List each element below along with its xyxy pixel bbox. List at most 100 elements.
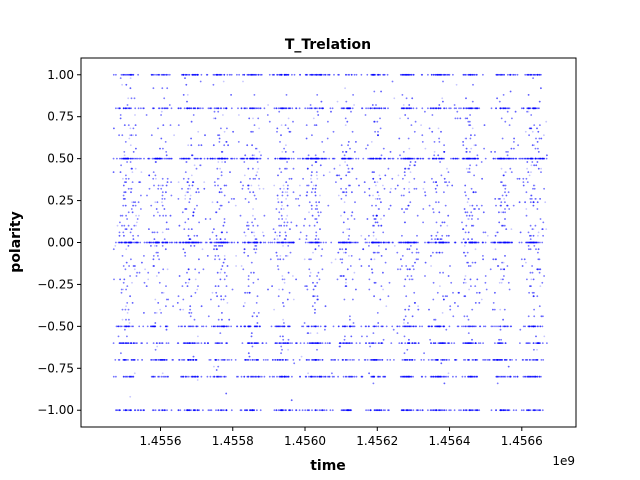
data-point xyxy=(243,231,246,234)
data-point xyxy=(371,104,374,106)
data-point xyxy=(193,318,196,321)
data-point xyxy=(122,231,125,234)
data-point xyxy=(422,208,425,210)
data-point xyxy=(349,318,351,321)
data-point xyxy=(464,211,467,214)
data-point xyxy=(368,265,370,267)
data-point xyxy=(343,191,345,194)
data-point xyxy=(530,114,533,116)
data-point xyxy=(131,181,134,184)
data-point xyxy=(503,275,505,277)
data-point xyxy=(239,181,242,184)
data-point xyxy=(292,275,294,277)
data-point xyxy=(246,221,249,224)
data-point xyxy=(153,238,156,241)
data-point xyxy=(345,285,348,287)
data-point xyxy=(214,255,217,257)
data-point xyxy=(258,177,260,180)
data-point xyxy=(184,255,187,257)
data-point xyxy=(546,154,548,157)
data-point xyxy=(157,255,159,257)
data-point xyxy=(138,181,141,184)
data-point xyxy=(526,161,529,163)
data-point xyxy=(122,288,124,291)
data-point xyxy=(315,171,318,174)
data-point xyxy=(244,154,247,157)
data-point xyxy=(494,151,496,153)
data-point xyxy=(474,191,477,194)
data-point xyxy=(286,255,289,257)
data-point xyxy=(532,164,535,167)
data-point xyxy=(541,228,544,231)
data-point xyxy=(190,144,193,147)
data-point xyxy=(124,328,126,331)
data-point xyxy=(221,312,223,314)
data-point xyxy=(254,218,256,220)
data-point xyxy=(314,302,316,304)
data-point xyxy=(466,117,469,120)
data-point xyxy=(316,295,319,298)
data-point xyxy=(281,201,283,204)
data-point xyxy=(187,234,190,237)
data-point xyxy=(282,258,285,261)
data-point xyxy=(153,184,155,187)
data-point xyxy=(214,184,217,187)
data-point xyxy=(256,161,259,163)
data-point xyxy=(402,194,405,197)
data-point xyxy=(409,164,411,167)
data-point xyxy=(539,268,542,271)
data-point xyxy=(478,208,480,210)
data-point xyxy=(317,114,320,116)
data-point xyxy=(252,281,255,284)
data-point xyxy=(528,127,531,130)
data-point xyxy=(501,224,504,227)
data-point xyxy=(203,187,206,190)
data-point xyxy=(493,308,496,311)
data-point xyxy=(316,94,319,96)
data-point xyxy=(253,194,256,197)
data-point xyxy=(316,110,319,113)
data-point xyxy=(510,147,513,150)
data-point xyxy=(465,224,468,227)
data-point xyxy=(285,181,288,184)
data-point xyxy=(410,124,413,126)
data-point xyxy=(543,275,545,277)
data-point xyxy=(351,191,353,194)
data-point xyxy=(247,285,250,287)
data-point xyxy=(278,234,281,237)
data-point xyxy=(158,258,161,261)
data-point xyxy=(463,278,466,281)
data-point xyxy=(440,130,442,133)
data-point xyxy=(253,312,256,314)
data-point xyxy=(250,261,253,264)
data-point xyxy=(470,134,472,137)
data-point xyxy=(524,201,526,204)
data-point xyxy=(130,134,133,137)
data-point xyxy=(404,174,406,177)
data-point xyxy=(179,308,182,311)
data-point xyxy=(441,221,444,224)
data-point xyxy=(257,167,260,170)
data-point xyxy=(406,248,409,251)
data-point xyxy=(283,147,285,150)
data-point xyxy=(314,194,317,197)
data-point xyxy=(446,167,448,170)
data-point xyxy=(134,204,137,207)
data-point xyxy=(282,245,284,247)
data-point xyxy=(467,171,469,174)
data-point xyxy=(299,157,301,160)
data-point xyxy=(125,288,127,291)
data-point xyxy=(217,285,220,287)
data-point xyxy=(314,295,317,298)
data-point xyxy=(251,231,253,234)
data-point xyxy=(319,194,321,197)
data-point xyxy=(484,281,487,284)
data-point xyxy=(305,234,308,237)
data-point xyxy=(188,278,191,281)
data-point xyxy=(349,147,351,150)
data-point xyxy=(351,211,354,214)
data-point xyxy=(377,251,380,254)
data-point xyxy=(315,204,318,207)
data-point xyxy=(494,258,497,261)
data-point xyxy=(462,144,465,147)
